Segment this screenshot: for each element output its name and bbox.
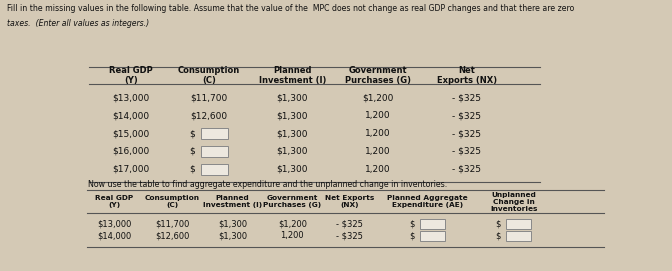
Text: taxes.  (Enter all values as integers.): taxes. (Enter all values as integers.)	[7, 19, 149, 28]
Text: $15,000: $15,000	[112, 129, 149, 138]
FancyBboxPatch shape	[201, 146, 228, 157]
Text: 1,200: 1,200	[366, 129, 391, 138]
Text: Unplanned
Change in
Inventories: Unplanned Change in Inventories	[490, 192, 538, 212]
Text: - $325: - $325	[452, 129, 481, 138]
Text: Planned
Investment (I): Planned Investment (I)	[259, 66, 326, 85]
Text: Real GDP
(Y): Real GDP (Y)	[95, 195, 133, 208]
Text: $: $	[189, 129, 195, 138]
Text: 1,200: 1,200	[366, 147, 391, 156]
Text: $: $	[409, 220, 415, 228]
FancyBboxPatch shape	[421, 231, 446, 241]
Text: Planned
Investment (I): Planned Investment (I)	[203, 195, 262, 208]
Text: $13,000: $13,000	[97, 220, 132, 228]
Text: 1,200: 1,200	[366, 111, 391, 121]
Text: Real GDP
(Y): Real GDP (Y)	[109, 66, 153, 85]
Text: $: $	[189, 147, 195, 156]
Text: $1,300: $1,300	[277, 111, 308, 121]
Text: $17,000: $17,000	[112, 165, 149, 174]
Text: Net Exports
(NX): Net Exports (NX)	[325, 195, 374, 208]
Text: $14,000: $14,000	[112, 111, 149, 121]
Text: - $325: - $325	[452, 111, 481, 121]
Text: $1,200: $1,200	[278, 220, 307, 228]
Text: - $325: - $325	[452, 94, 481, 103]
FancyBboxPatch shape	[507, 231, 532, 241]
Text: Net
Exports (NX): Net Exports (NX)	[437, 66, 497, 85]
Text: $: $	[409, 231, 415, 240]
Text: $16,000: $16,000	[112, 147, 149, 156]
Text: $1,300: $1,300	[277, 165, 308, 174]
FancyBboxPatch shape	[507, 219, 532, 229]
Text: - $325: - $325	[452, 147, 481, 156]
Text: $1,200: $1,200	[363, 94, 394, 103]
Text: $11,700: $11,700	[190, 94, 228, 103]
Text: $1,300: $1,300	[277, 129, 308, 138]
Text: 1,200: 1,200	[280, 231, 304, 240]
Text: $14,000: $14,000	[97, 231, 131, 240]
FancyBboxPatch shape	[421, 219, 446, 229]
Text: - $325: - $325	[452, 165, 481, 174]
Text: $: $	[495, 220, 501, 228]
Text: $1,300: $1,300	[218, 220, 247, 228]
Text: Planned Aggregate
Expenditure (AE): Planned Aggregate Expenditure (AE)	[388, 195, 468, 208]
Text: $: $	[495, 231, 501, 240]
Text: 1,200: 1,200	[366, 165, 391, 174]
FancyBboxPatch shape	[201, 128, 228, 139]
Text: Government
Purchases (G): Government Purchases (G)	[263, 195, 321, 208]
Text: - $325: - $325	[336, 220, 363, 228]
Text: Now use the table to find aggregate expenditure and the unplanned change in inve: Now use the table to find aggregate expe…	[88, 180, 448, 189]
Text: $1,300: $1,300	[277, 147, 308, 156]
Text: Consumption
(C): Consumption (C)	[145, 195, 200, 208]
Text: $1,300: $1,300	[277, 94, 308, 103]
Text: Government
Purchases (G): Government Purchases (G)	[345, 66, 411, 85]
Text: - $325: - $325	[336, 231, 363, 240]
Text: Consumption
(C): Consumption (C)	[178, 66, 240, 85]
Text: $11,700: $11,700	[155, 220, 190, 228]
Text: $1,300: $1,300	[218, 231, 247, 240]
FancyBboxPatch shape	[201, 164, 228, 175]
Text: $12,600: $12,600	[190, 111, 228, 121]
Text: $12,600: $12,600	[155, 231, 190, 240]
Text: Fill in the missing values in the following table. Assume that the value of the : Fill in the missing values in the follow…	[7, 4, 574, 13]
Text: $13,000: $13,000	[112, 94, 149, 103]
Text: $: $	[189, 165, 195, 174]
